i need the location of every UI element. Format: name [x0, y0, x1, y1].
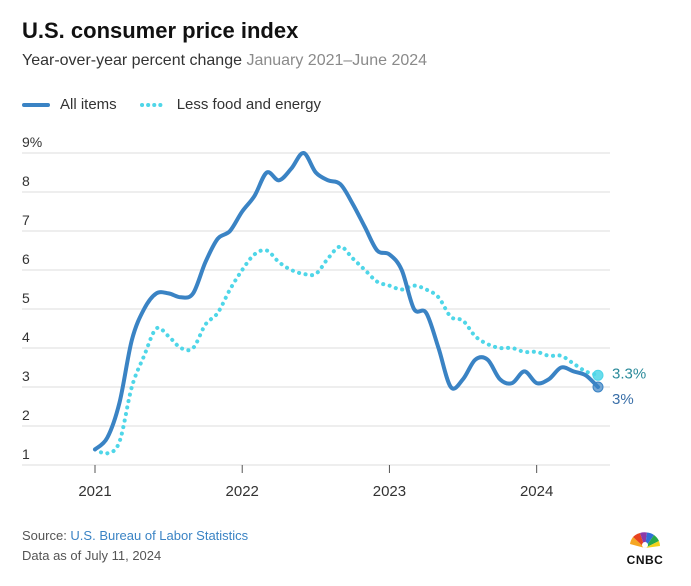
legend-item-all-items: All items: [22, 96, 117, 113]
y-tick-label: 9%: [22, 134, 42, 150]
cnbc-logo: CNBC: [620, 528, 670, 567]
legend-label: All items: [60, 96, 117, 113]
y-tick-label: 8: [22, 173, 30, 189]
series-end-point: [592, 381, 604, 393]
y-tick-label: 1: [22, 446, 30, 462]
x-tick-label: 2021: [78, 483, 111, 500]
end-labels: 3.3% 3%: [612, 365, 646, 408]
legend-label: Less food and energy: [176, 96, 321, 113]
chart-footer: Source: U.S. Bureau of Labor Statistics …: [22, 526, 248, 566]
legend-dotted-line-swatch: [139, 102, 167, 107]
x-tick-label: 2024: [520, 483, 553, 500]
end-label-less-food-energy: 3.3%: [612, 365, 646, 382]
end-label-all-items: 3%: [612, 391, 634, 408]
x-tick-label: 2023: [373, 483, 406, 500]
grid-lines: [22, 152, 610, 466]
y-axis-tick-labels: 1 2 3 4 5 6 7 8 9%: [22, 134, 42, 462]
source-line: Source: U.S. Bureau of Labor Statistics: [22, 526, 248, 546]
x-tick-label: 2022: [226, 483, 259, 500]
subtitle-date-range: January 2021–June 2024: [246, 52, 428, 69]
chart-subtitle: Year-over-year percent change January 20…: [22, 52, 427, 70]
y-tick-label: 4: [22, 329, 30, 345]
series-line-less-food-energy: [93, 244, 600, 456]
legend-solid-line-swatch: [22, 102, 50, 107]
data-date-note: Data as of July 11, 2024: [22, 548, 162, 563]
logo-wordmark: CNBC: [626, 553, 664, 567]
data-series: [93, 151, 604, 456]
x-axis-ticks: 2021 2022 2023 2024: [78, 465, 553, 500]
y-tick-label: 6: [22, 251, 30, 267]
series-line-all-items: [93, 151, 600, 452]
series-end-point: [592, 369, 604, 381]
legend-item-less-food-energy: Less food and energy: [139, 96, 321, 113]
peacock-icon: [630, 532, 660, 548]
y-tick-label: 5: [22, 290, 30, 306]
subtitle-main: Year-over-year percent change: [22, 52, 242, 69]
y-tick-label: 3: [22, 368, 30, 384]
y-tick-label: 2: [22, 407, 30, 423]
chart-title: U.S. consumer price index: [22, 18, 299, 43]
chart-legend: All items Less food and energy: [22, 96, 343, 113]
source-link[interactable]: U.S. Bureau of Labor Statistics: [70, 528, 249, 543]
y-tick-label: 7: [22, 212, 30, 228]
source-prefix: Source:: [22, 528, 71, 543]
